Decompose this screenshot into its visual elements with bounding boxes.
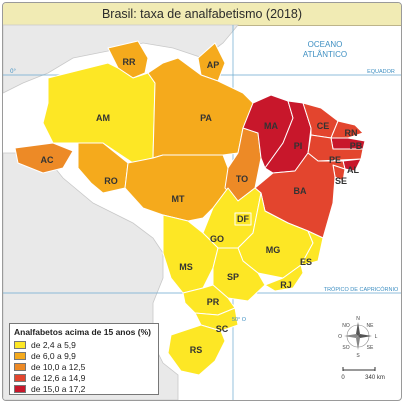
equator-label: EQUADOR: [367, 69, 395, 75]
state-ap[interactable]: [197, 42, 226, 82]
compass-s: S: [356, 353, 360, 359]
label-rr: RR: [123, 57, 136, 67]
label-se: SE: [335, 176, 347, 186]
equator-lon-label: 0°: [10, 69, 16, 75]
compass-o: O: [338, 334, 342, 340]
label-ma: MA: [264, 121, 278, 131]
label-pb: PB: [350, 141, 363, 151]
scale-start: 0: [341, 375, 345, 381]
label-ms: MS: [179, 262, 193, 272]
brazil-map: RR AP AM PA AC RO MT TO MA PI CE RN PB P…: [3, 24, 401, 400]
label-to: TO: [236, 174, 248, 184]
scale-end: 340 km: [365, 375, 385, 381]
label-mg: MG: [266, 245, 281, 255]
label-df: DF: [237, 214, 249, 224]
label-ro: RO: [104, 176, 118, 186]
state-es[interactable]: [300, 230, 324, 266]
label-rn: RN: [345, 128, 358, 138]
map-title: Brasil: taxa de analfabetismo (2018): [3, 3, 401, 26]
state-rn[interactable]: [330, 120, 364, 139]
label-pi: PI: [294, 141, 303, 151]
label-rj: RJ: [280, 280, 292, 290]
compass-rose-icon: N S L O NE NO SE SO: [338, 316, 378, 359]
legend-label: de 15,0 a 17,2: [31, 383, 86, 394]
state-ac[interactable]: [14, 142, 74, 174]
legend-swatch: [14, 351, 26, 360]
legend-title: Analfabetos acima de 15 anos (%): [14, 327, 151, 337]
ocean-label-1: OCEANO: [308, 40, 343, 49]
label-ce: CE: [317, 121, 330, 131]
state-rs[interactable]: [167, 324, 226, 376]
label-sp: SP: [227, 272, 239, 282]
compass-no: NO: [342, 323, 350, 329]
state-ms[interactable]: [162, 214, 219, 294]
legend-label: de 2,4 a 5,9: [31, 339, 76, 350]
state-sp[interactable]: [212, 247, 266, 302]
label-go: GO: [210, 234, 224, 244]
label-pa: PA: [200, 113, 212, 123]
legend-swatch: [14, 373, 26, 382]
legend-label: de 6,0 a 9,9: [31, 350, 76, 361]
legend-item: de 2,4 a 5,9: [14, 339, 154, 350]
label-pr: PR: [207, 297, 220, 307]
label-mt: MT: [172, 194, 185, 204]
label-ba: BA: [294, 186, 307, 196]
label-am: AM: [96, 113, 110, 123]
tropic-lon-label: 50° O: [232, 317, 247, 323]
legend-item: de 10,0 a 12,5: [14, 361, 154, 372]
legend-item: de 12,6 a 14,9: [14, 372, 154, 383]
compass-n: N: [356, 316, 360, 322]
label-al: AL: [347, 165, 359, 175]
label-ap: AP: [207, 60, 220, 70]
label-pe: PE: [329, 155, 341, 165]
ocean-label-2: ATLÂNTICO: [303, 50, 347, 59]
label-rs: RS: [190, 345, 203, 355]
label-ac: AC: [41, 155, 54, 165]
tropic-label: TRÓPICO DE CAPRICÓRNIO: [324, 286, 399, 293]
compass-so: SO: [342, 345, 349, 351]
legend-swatch: [14, 362, 26, 371]
state-df[interactable]: [234, 212, 252, 226]
label-es: ES: [300, 257, 312, 267]
state-ro[interactable]: [77, 142, 129, 194]
legend-item: de 6,0 a 9,9: [14, 350, 154, 361]
map-legend: Analfabetos acima de 15 anos (%) de 2,4 …: [9, 323, 159, 395]
label-sc: SC: [216, 324, 229, 334]
compass-ne: NE: [367, 323, 375, 329]
compass-l: L: [375, 334, 378, 340]
legend-label: de 10,0 a 12,5: [31, 361, 86, 372]
scale-bar: 0 340 km: [341, 367, 385, 381]
legend-swatch: [14, 340, 26, 349]
legend-swatch: [14, 384, 26, 393]
legend-item: de 15,0 a 17,2: [14, 383, 154, 394]
state-rj[interactable]: [264, 264, 304, 292]
compass-se: SE: [367, 345, 374, 351]
legend-label: de 12,6 a 14,9: [31, 372, 86, 383]
